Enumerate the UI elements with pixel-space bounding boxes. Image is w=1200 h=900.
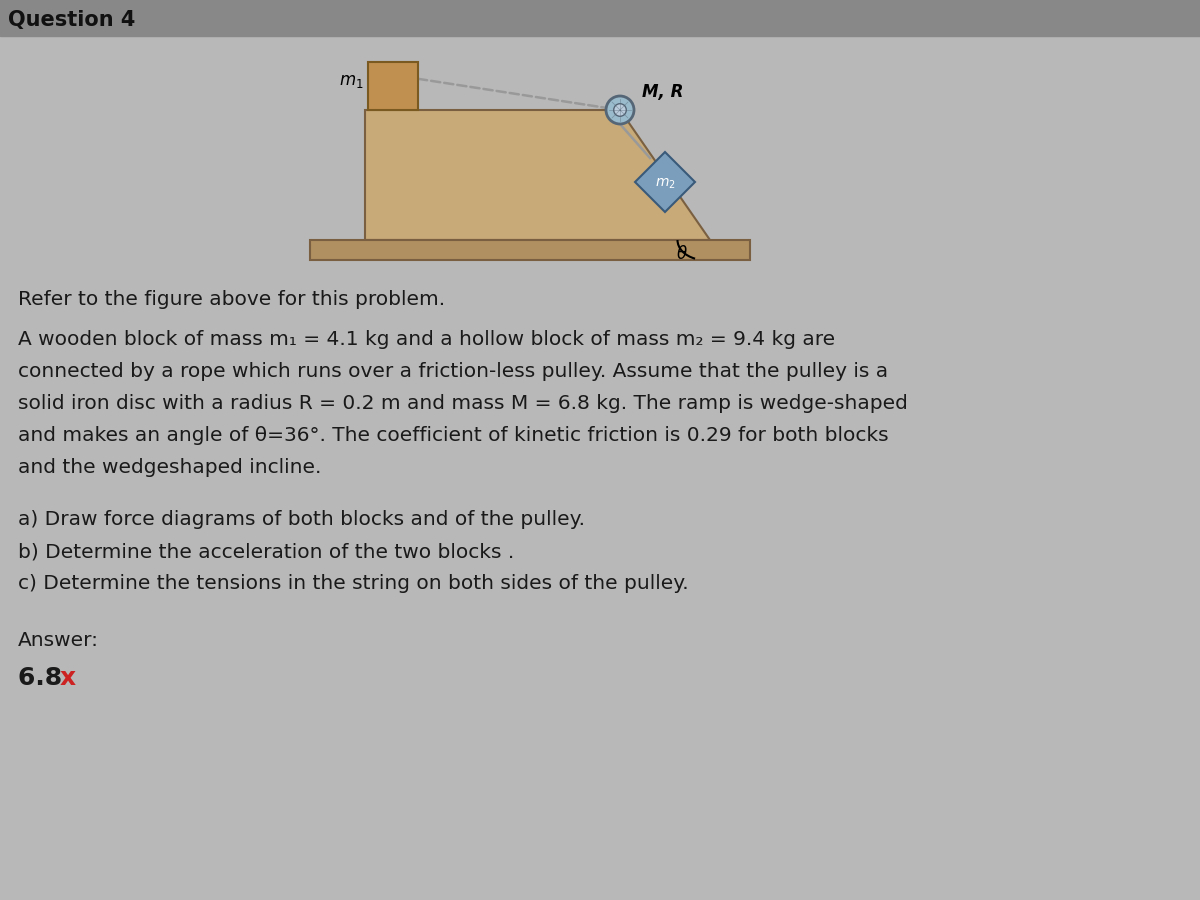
Text: connected by a rope which runs over a friction-less pulley. Assume that the pull: connected by a rope which runs over a fr… bbox=[18, 362, 888, 381]
Circle shape bbox=[606, 96, 634, 124]
Text: A wooden block of mass m₁ = 4.1 kg and a hollow block of mass m₂ = 9.4 kg are: A wooden block of mass m₁ = 4.1 kg and a… bbox=[18, 330, 835, 349]
Text: Refer to the figure above for this problem.: Refer to the figure above for this probl… bbox=[18, 290, 445, 309]
Polygon shape bbox=[635, 152, 695, 212]
Bar bbox=[368, 62, 418, 110]
Text: c) Determine the tensions in the string on both sides of the pulley.: c) Determine the tensions in the string … bbox=[18, 574, 689, 593]
Bar bbox=[0, 0, 1200, 36]
Circle shape bbox=[613, 104, 626, 116]
Text: M, R: M, R bbox=[642, 83, 683, 101]
Text: 6.8: 6.8 bbox=[18, 666, 71, 690]
Text: Question 4: Question 4 bbox=[8, 10, 136, 30]
Text: $m_2$: $m_2$ bbox=[655, 176, 676, 191]
Text: solid iron disc with a radius R = 0.2 m and mass M = 6.8 kg. The ramp is wedge-s: solid iron disc with a radius R = 0.2 m … bbox=[18, 394, 908, 413]
Text: x: x bbox=[60, 666, 76, 690]
Text: Answer:: Answer: bbox=[18, 631, 98, 650]
Text: b) Determine the acceleration of the two blocks .: b) Determine the acceleration of the two… bbox=[18, 542, 515, 561]
Text: and the wedgeshaped incline.: and the wedgeshaped incline. bbox=[18, 458, 322, 477]
Text: and makes an angle of θ=36°. The coefficient of kinetic friction is 0.29 for bot: and makes an angle of θ=36°. The coeffic… bbox=[18, 426, 889, 445]
Text: a) Draw force diagrams of both blocks and of the pulley.: a) Draw force diagrams of both blocks an… bbox=[18, 510, 586, 529]
Polygon shape bbox=[365, 110, 710, 240]
Polygon shape bbox=[310, 240, 750, 260]
Text: $\theta$: $\theta$ bbox=[676, 245, 688, 263]
Text: $m_1$: $m_1$ bbox=[340, 72, 364, 90]
